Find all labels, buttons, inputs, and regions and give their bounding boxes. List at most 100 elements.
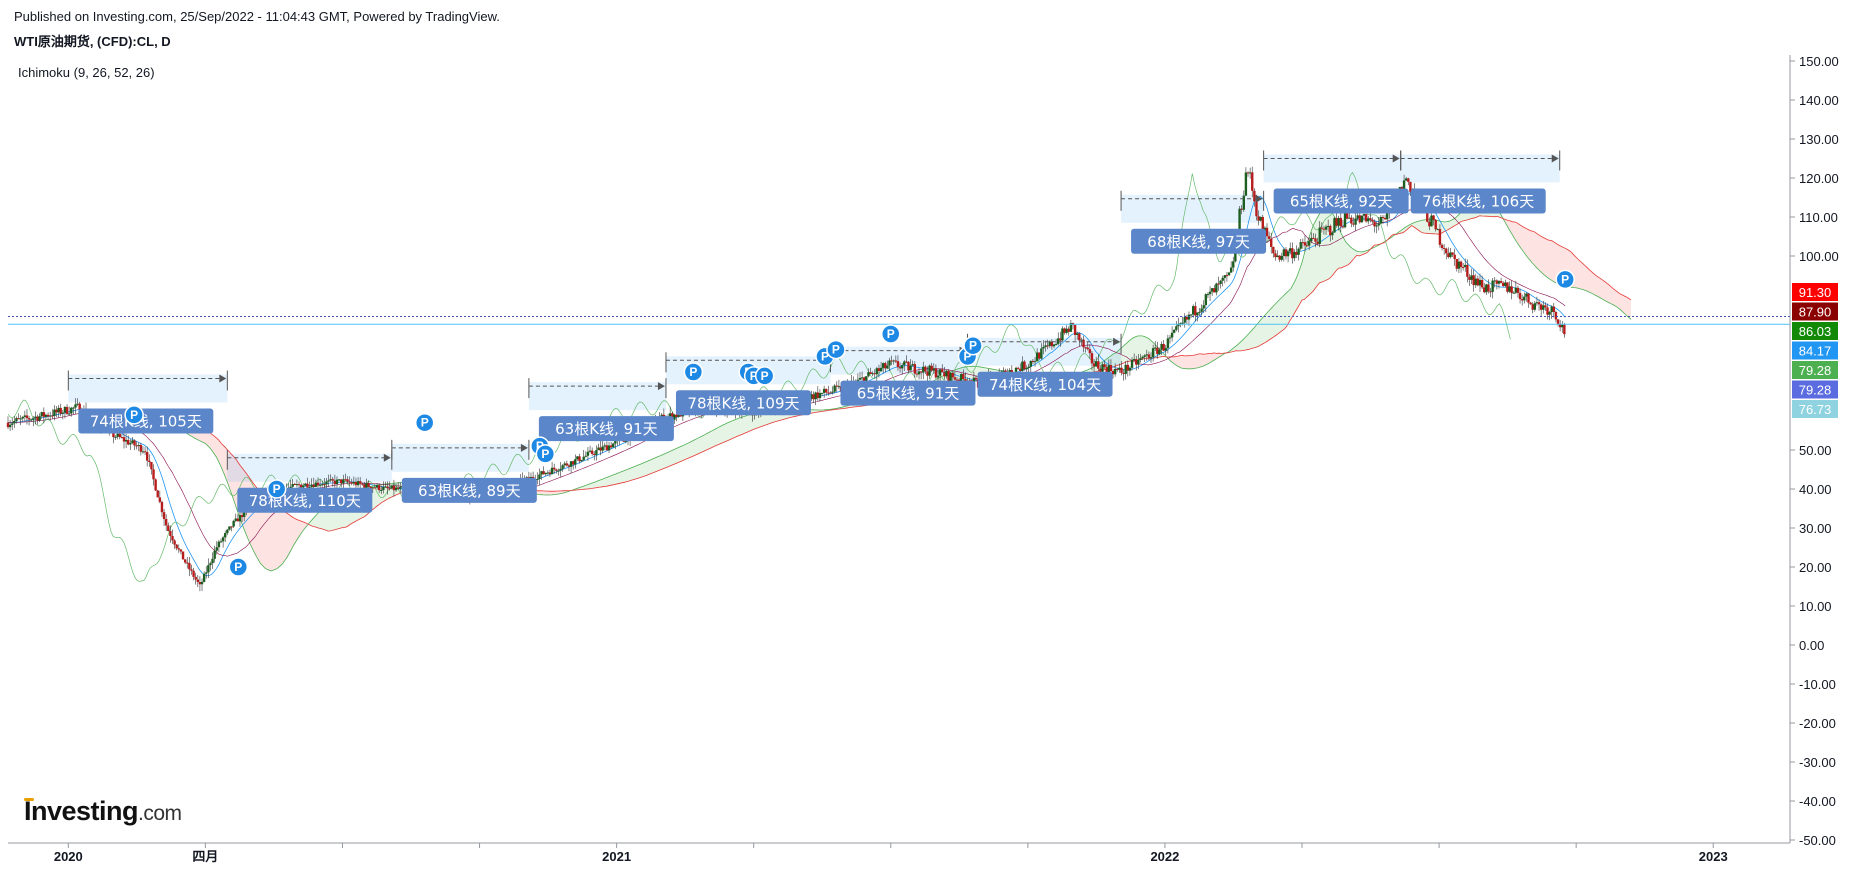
candle-body (348, 481, 351, 483)
candle-body (1143, 355, 1146, 357)
cloud-segment (646, 460, 649, 476)
candle-body (194, 576, 197, 580)
candle-body (536, 479, 539, 481)
cloud-segment (1595, 275, 1599, 297)
cloud-segment (1262, 315, 1265, 344)
cloud-segment (598, 480, 601, 488)
cloud-segment (1598, 276, 1601, 298)
range-label-box[interactable] (78, 408, 214, 434)
cloud-segment (705, 433, 708, 451)
cloud-segment (1177, 355, 1180, 367)
candle-body (951, 372, 954, 378)
candle-body (865, 376, 868, 384)
range-label-box[interactable] (538, 416, 674, 442)
candle-body (873, 373, 876, 375)
cloud-segment (271, 501, 274, 571)
candle-body (1196, 312, 1199, 316)
candle-body (340, 479, 343, 484)
range-label-box[interactable] (401, 477, 537, 503)
p-marker-label: P (234, 560, 242, 574)
candle-body (396, 487, 400, 489)
candle-body (1371, 219, 1374, 222)
cloud-segment (1174, 356, 1177, 366)
candle-body (1255, 201, 1258, 217)
candle-body (1400, 187, 1404, 190)
candle-body (181, 551, 185, 560)
candle-body (1177, 323, 1180, 327)
p-marker[interactable] (535, 444, 556, 464)
cloud-segment (747, 414, 750, 433)
candle-body (1215, 283, 1218, 293)
candle-body (380, 489, 383, 491)
candle-body (169, 531, 172, 536)
candle-body (1291, 248, 1294, 259)
range-label-box[interactable] (1131, 228, 1267, 254)
candle-body (1497, 281, 1501, 284)
y-tick-label: 140.00 (1799, 93, 1839, 108)
candle-body (582, 456, 585, 460)
cloud-segment (635, 465, 638, 480)
range-label-box[interactable] (675, 390, 811, 416)
candle-body (46, 414, 50, 417)
range-label-box[interactable] (1410, 188, 1546, 214)
range-label-box[interactable] (1273, 188, 1409, 214)
candle-body (1354, 218, 1357, 225)
candle-body (323, 484, 326, 486)
cloud-segment (1293, 280, 1296, 316)
cloud-segment (1602, 279, 1605, 301)
p-marker[interactable] (228, 557, 249, 577)
candle-body (1052, 344, 1056, 347)
candle-body (1272, 246, 1275, 254)
p-marker[interactable] (881, 324, 901, 344)
candle-body (546, 472, 550, 474)
candle-body (1263, 227, 1267, 232)
p-marker[interactable] (266, 479, 287, 499)
p-marker[interactable] (1555, 269, 1575, 290)
p-marker[interactable] (826, 339, 846, 360)
candle-body (1210, 288, 1214, 292)
cloud-segment (683, 444, 686, 461)
candle-body (593, 453, 596, 455)
cloud-segment (1137, 335, 1140, 361)
p-marker[interactable] (124, 405, 144, 425)
indicator-legend[interactable]: Ichimoku (9, 26, 52, 26) (18, 65, 155, 80)
cloud-segment (606, 476, 609, 487)
cloud-segment (1161, 352, 1164, 357)
range-highlight (227, 453, 392, 482)
cloud-segment (218, 439, 221, 466)
cloud-segment (1420, 220, 1423, 233)
price-label: 91.30 (1799, 285, 1832, 300)
y-tick-label: 30.00 (1799, 521, 1832, 536)
p-marker[interactable] (414, 412, 435, 433)
candle-body (1175, 326, 1178, 330)
cloud-segment (1291, 284, 1294, 319)
candle-body (358, 481, 362, 484)
candle-body (1154, 347, 1157, 349)
cloud-segment (589, 483, 592, 489)
cloud-segment (1190, 355, 1193, 369)
cloud-segment (676, 447, 680, 464)
event-markers[interactable]: PPPPPPPPPPPPPPPP (124, 269, 1575, 577)
candle-body (59, 407, 62, 414)
candle-body (242, 510, 246, 518)
candle-body (386, 486, 389, 489)
p-marker[interactable] (754, 366, 775, 386)
candle-body (1221, 277, 1224, 281)
candle-body (1457, 261, 1461, 269)
candle-body (1080, 339, 1083, 341)
candle-body (1135, 359, 1138, 365)
p-marker[interactable] (963, 335, 983, 356)
p-marker[interactable] (683, 362, 704, 382)
cloud-segment (584, 484, 587, 490)
range-label-box[interactable] (840, 380, 976, 406)
cloud-segment (1183, 355, 1186, 369)
cloud-segment (657, 456, 660, 472)
candle-body (934, 368, 938, 378)
range-highlight (830, 346, 968, 375)
date-range-annotations[interactable]: 74根K线, 105天 78根K线, 110天 63根K线, 89天 63根K线, 9… (67, 150, 1561, 513)
candle-body (603, 445, 607, 447)
candle-body (295, 484, 299, 486)
range-label-box[interactable] (977, 371, 1113, 397)
cloud-segment (744, 415, 748, 434)
